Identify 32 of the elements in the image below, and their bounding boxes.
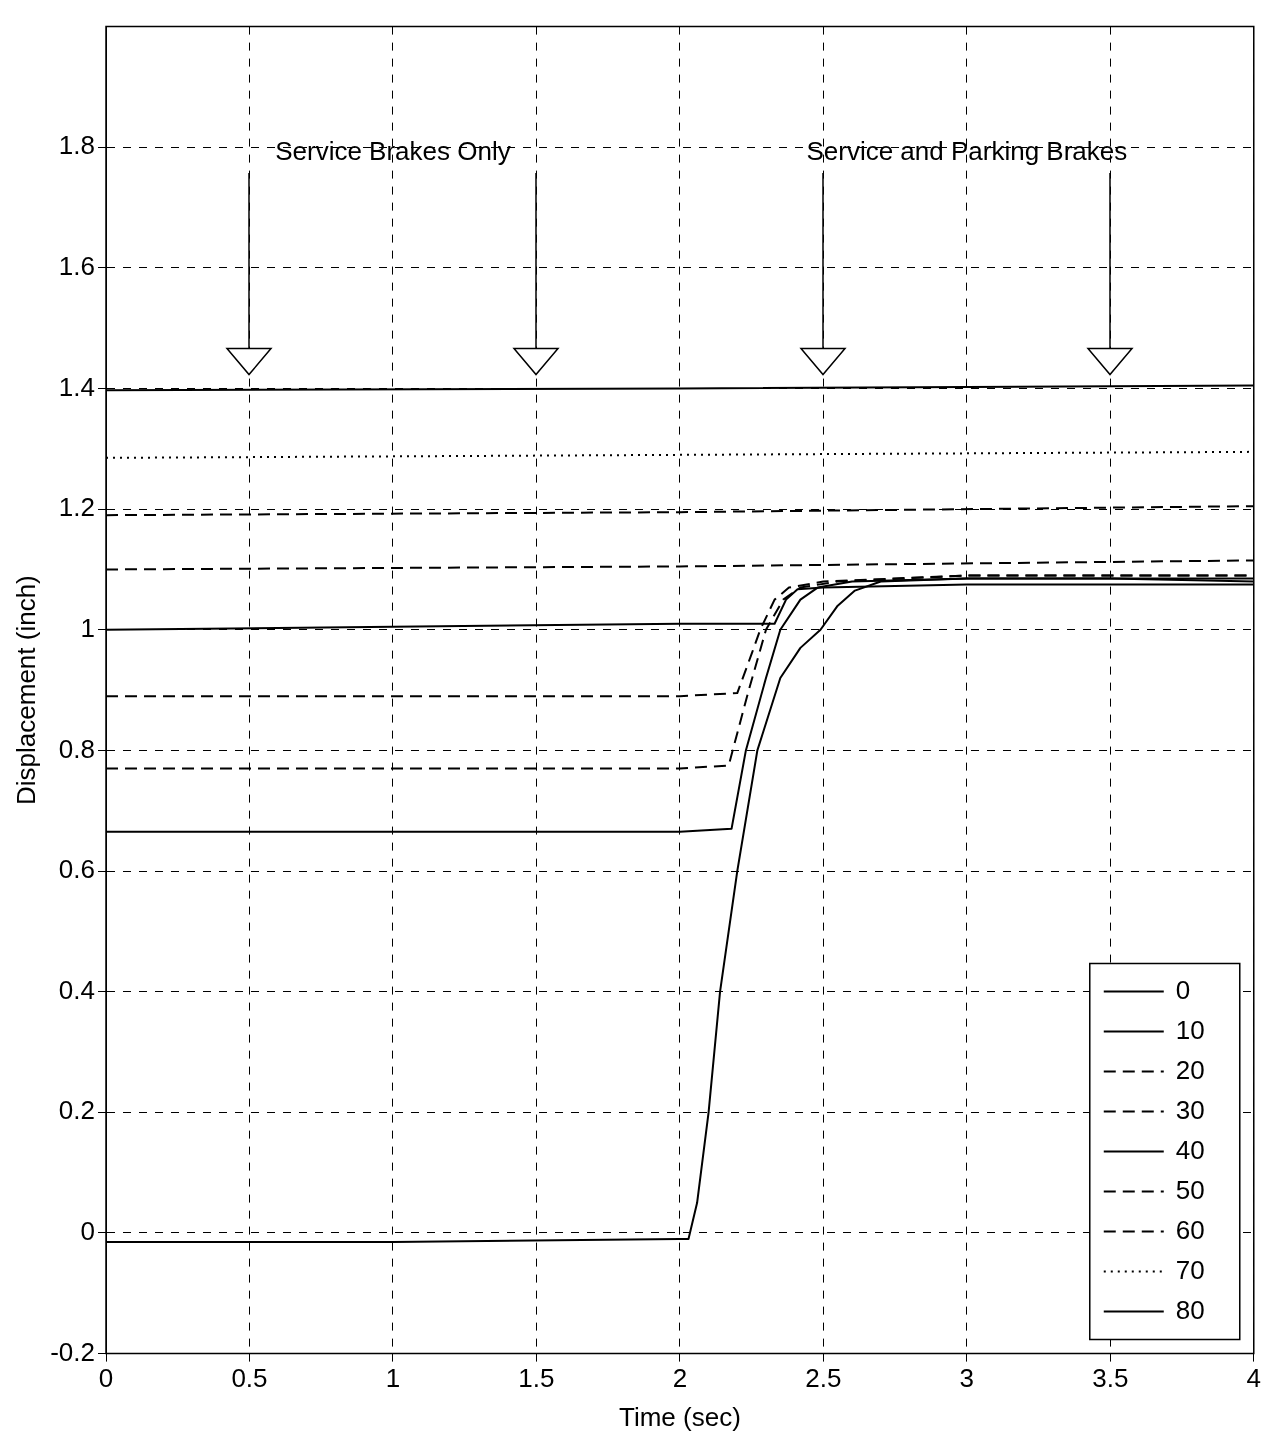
y-tick-label: 1 bbox=[80, 612, 95, 643]
legend-label: 0 bbox=[1175, 974, 1191, 1005]
legend-label: 20 bbox=[1175, 1054, 1205, 1085]
legend-label: 50 bbox=[1175, 1174, 1205, 1205]
y-tick-label: 1.4 bbox=[58, 371, 95, 402]
x-tick-label: 2 bbox=[672, 1363, 688, 1394]
legend-label: 10 bbox=[1175, 1014, 1205, 1045]
annotation: Service Brakes Only bbox=[275, 135, 511, 166]
legend-label: 80 bbox=[1175, 1294, 1205, 1325]
legend-label: 40 bbox=[1175, 1134, 1205, 1165]
x-tick-label: 0.5 bbox=[231, 1363, 268, 1394]
x-tick-label: 4 bbox=[1246, 1363, 1261, 1394]
y-tick-label: 0 bbox=[80, 1216, 95, 1247]
x-axis-title: Time (sec) bbox=[618, 1401, 741, 1432]
y-tick-label: 0.8 bbox=[58, 733, 95, 764]
y-axis-title: Displacement (inch) bbox=[10, 575, 41, 805]
y-tick-label: 0.6 bbox=[58, 854, 95, 885]
y-tick-label: 1.8 bbox=[58, 130, 95, 161]
y-tick-label: 1.6 bbox=[58, 251, 95, 282]
annotation: Service and Parking Brakes bbox=[806, 135, 1128, 166]
y-tick-label: 0.2 bbox=[58, 1095, 95, 1126]
x-tick-label: 2.5 bbox=[805, 1363, 842, 1394]
legend-label: 60 bbox=[1175, 1214, 1205, 1245]
legend-label: 70 bbox=[1175, 1254, 1205, 1285]
y-tick-label: 1.2 bbox=[58, 492, 95, 523]
y-tick-label: -0.2 bbox=[50, 1336, 95, 1367]
x-tick-label: 1.5 bbox=[518, 1363, 555, 1394]
y-tick-label: 0.4 bbox=[58, 974, 95, 1005]
x-tick-label: 1 bbox=[385, 1363, 401, 1394]
legend-label: 30 bbox=[1175, 1094, 1205, 1125]
x-tick-label: 3.5 bbox=[1092, 1363, 1129, 1394]
x-tick-label: 3 bbox=[959, 1363, 975, 1394]
